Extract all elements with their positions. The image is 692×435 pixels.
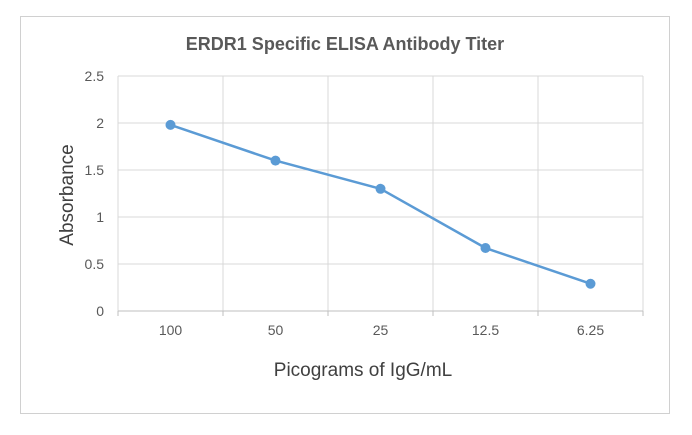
data-point: [480, 243, 491, 254]
data-point: [375, 183, 386, 194]
y-tick-label: 0: [96, 303, 104, 319]
y-tick-label: 2: [96, 115, 104, 131]
x-tick-label: 25: [373, 322, 389, 338]
chart-title: ERDR1 Specific ELISA Antibody Titer: [186, 34, 504, 54]
series-line: [170, 123, 591, 285]
y-axis-title: Absorbance: [57, 144, 78, 245]
data-point: [165, 119, 176, 130]
chart-frame: [20, 16, 670, 414]
axes: [117, 310, 644, 316]
x-tick-label: 12.5: [472, 322, 499, 338]
y-tick-label: 2.5: [85, 68, 105, 84]
y-tick-labels: 0 0.5 1 1.5 2 2.5: [85, 68, 105, 319]
series-absorbance: [165, 119, 596, 289]
data-point: [585, 278, 596, 289]
y-tick-label: 1.5: [85, 162, 105, 178]
x-tick-label: 50: [268, 322, 284, 338]
y-tick-label: 1: [96, 209, 104, 225]
x-tick-labels: 100 50 25 12.5 6.25: [159, 322, 605, 338]
x-tick-label: 100: [159, 322, 183, 338]
grid-lines: [117, 75, 644, 311]
x-tick-label: 6.25: [577, 322, 604, 338]
data-point: [270, 155, 281, 166]
y-tick-label: 0.5: [85, 256, 105, 272]
x-axis-title: Picograms of IgG/mL: [274, 360, 452, 381]
